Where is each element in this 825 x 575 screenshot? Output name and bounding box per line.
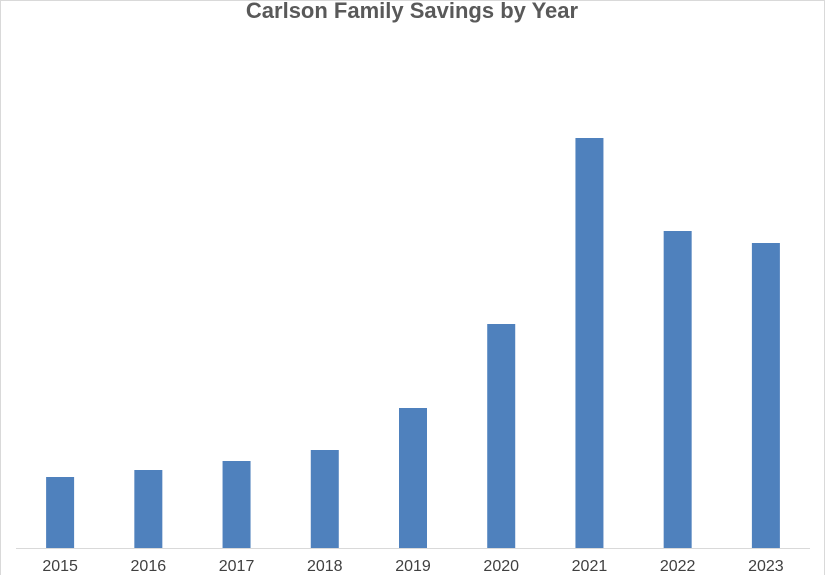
bar: [46, 477, 75, 548]
x-tick-label: 2022: [660, 558, 696, 575]
bar: [751, 243, 780, 548]
x-tick-label: 2020: [483, 558, 519, 575]
bar: [487, 324, 516, 548]
bar: [399, 408, 427, 548]
x-tick-label: 2023: [748, 558, 784, 575]
bar: [222, 461, 251, 548]
x-tick-label: 2019: [395, 558, 431, 575]
bar: [663, 231, 692, 548]
bar: [310, 450, 339, 548]
x-tick-label: 2015: [42, 558, 78, 575]
chart-title: Carlson Family Savings by Year: [246, 0, 579, 23]
x-tick-label: 2017: [219, 558, 255, 575]
x-tick-label: 2018: [307, 558, 343, 575]
bar: [134, 470, 163, 548]
x-tick-label: 2021: [572, 558, 608, 575]
bar: [575, 138, 604, 548]
x-tick-label: 2016: [131, 558, 167, 575]
